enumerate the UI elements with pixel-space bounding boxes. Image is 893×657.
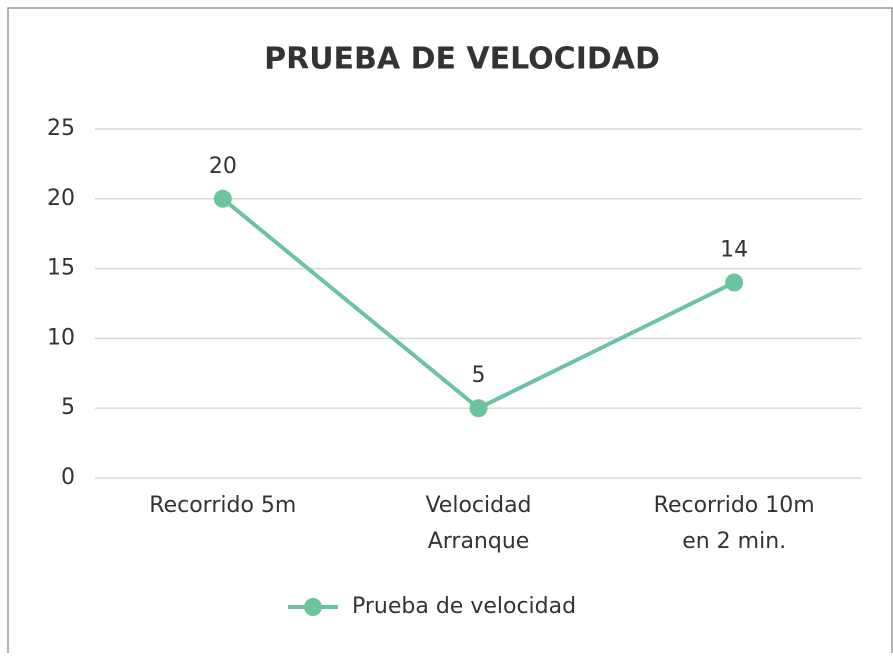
x-tick-label: Recorrido 5m xyxy=(149,493,296,518)
data-label: 5 xyxy=(472,363,486,388)
x-tick-label: Recorrido 10m en 2 min. xyxy=(654,493,815,554)
data-point xyxy=(725,273,744,292)
y-tick-label: 25 xyxy=(47,116,75,141)
legend-marker xyxy=(304,598,322,616)
legend-label: Prueba de velocidad xyxy=(352,594,576,619)
y-tick-label: 10 xyxy=(47,325,75,350)
x-tick-label: Velocidad Arranque xyxy=(425,493,531,554)
chart-frame xyxy=(7,7,893,657)
data-point xyxy=(213,189,232,208)
y-tick-label: 0 xyxy=(61,465,75,490)
chart-title: PRUEBA DE VELOCIDAD xyxy=(264,42,660,77)
y-tick-label: 5 xyxy=(61,395,75,420)
data-label: 14 xyxy=(720,238,748,263)
y-tick-label: 20 xyxy=(47,186,75,211)
y-tick-label: 15 xyxy=(47,256,75,281)
data-point xyxy=(469,399,488,418)
data-label: 20 xyxy=(209,154,237,179)
